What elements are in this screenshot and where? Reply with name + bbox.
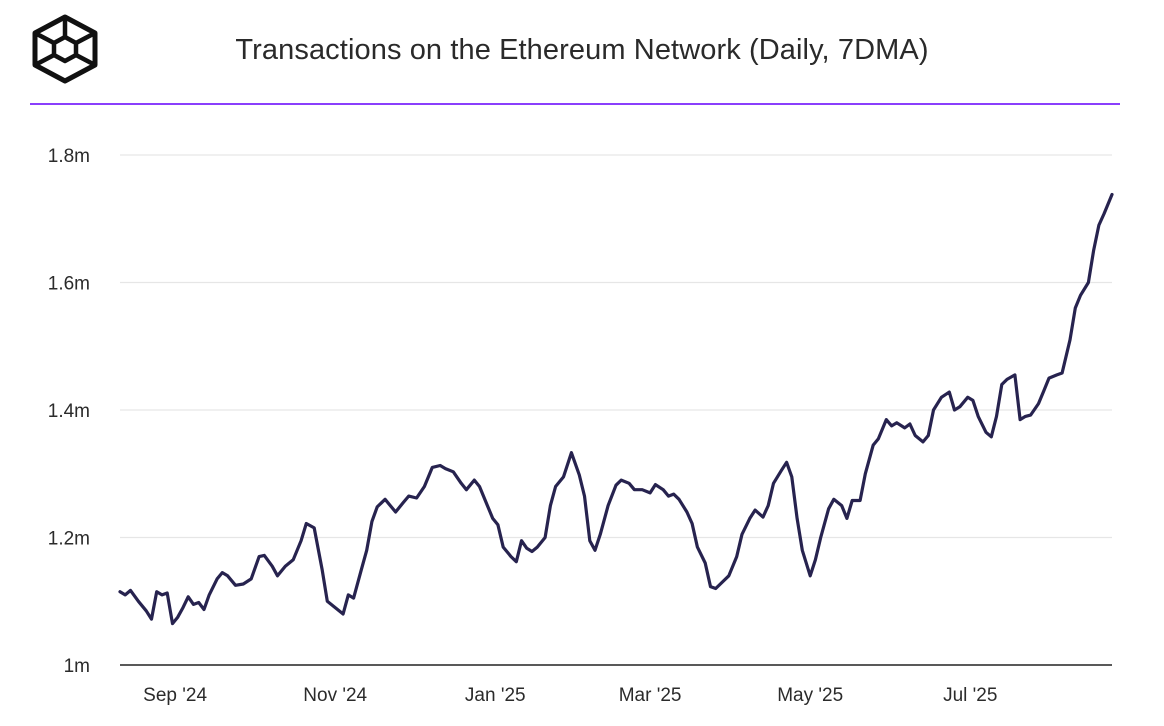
y-tick-label: 1m (64, 656, 90, 677)
chart-title: Transactions on the Ethereum Network (Da… (235, 34, 929, 66)
y-tick-label: 1.8m (48, 146, 90, 167)
x-tick-label: May '25 (777, 685, 843, 706)
y-tick-label: 1.4m (48, 401, 90, 422)
x-tick-label: Nov '24 (303, 685, 367, 706)
series-group (118, 192, 1114, 626)
x-tick-label: Mar '25 (619, 685, 682, 706)
x-tick-label: Jul '25 (943, 685, 997, 706)
x-tick-label: Jan '25 (465, 685, 526, 706)
x-axis-ticks: Sep '24 Nov '24 Jan '25 Mar '25 May '25 Jul '… (143, 685, 997, 706)
series-line (118, 192, 1114, 626)
y-tick-label: 1.6m (48, 274, 90, 295)
y-tick-label: 1.2m (48, 529, 90, 550)
accent-divider (30, 103, 1120, 105)
x-tick-label: Sep '24 (143, 685, 207, 706)
grid-lines (120, 154, 1112, 539)
y-axis-ticks: 1m 1.2m 1.4m 1.6m 1.8m (48, 146, 90, 677)
cube-logo-icon (32, 14, 98, 84)
